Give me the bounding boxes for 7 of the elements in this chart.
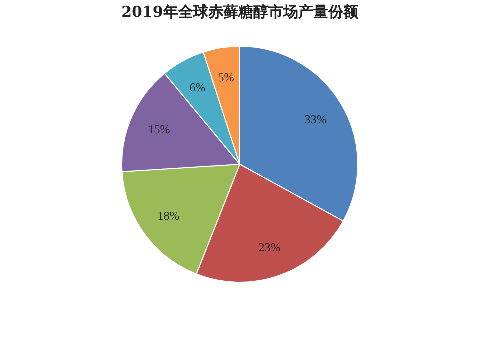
data-label: 23%: [258, 240, 281, 254]
data-label: 6%: [190, 80, 206, 94]
data-label: 5%: [218, 70, 234, 85]
data-label: 33%: [304, 112, 327, 127]
data-label: 18%: [158, 209, 180, 224]
chart-title: 2019年全球赤藓糖醇市场产量份额: [122, 3, 360, 21]
data-label: 15%: [148, 122, 170, 137]
